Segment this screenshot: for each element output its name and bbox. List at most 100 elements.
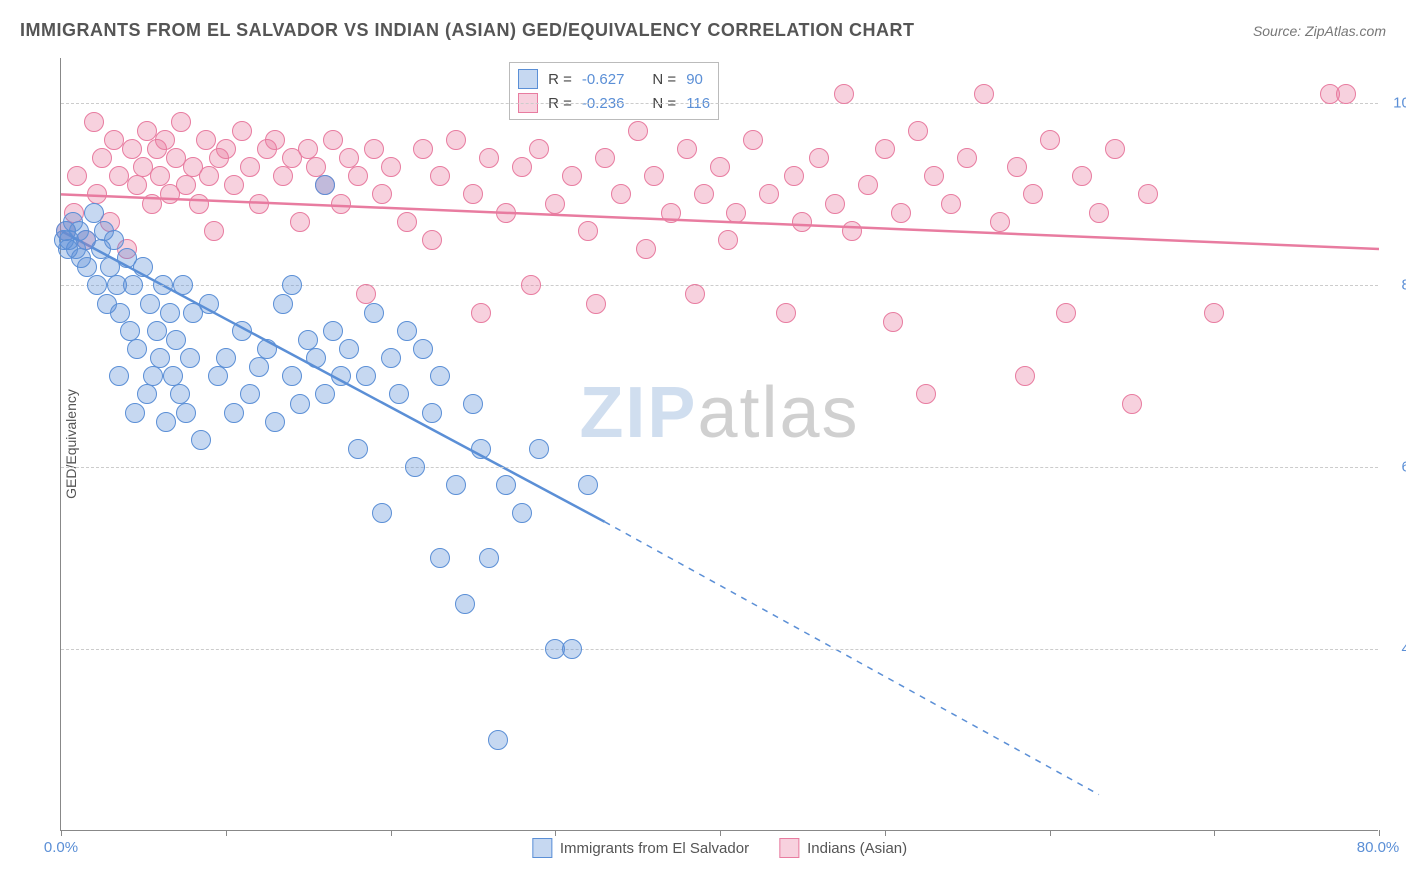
y-axis-label: GED/Equivalency (63, 389, 79, 499)
data-point-b (306, 157, 326, 177)
legend-item-series-a: Immigrants from El Salvador (532, 838, 749, 858)
x-tick (1214, 830, 1215, 836)
data-point-b (381, 157, 401, 177)
data-point-a (446, 475, 466, 495)
data-point-b (825, 194, 845, 214)
data-point-b (521, 275, 541, 295)
data-point-a (232, 321, 252, 341)
data-point-a (170, 384, 190, 404)
data-point-a (496, 475, 516, 495)
watermark-part2: atlas (697, 373, 859, 453)
data-point-b (87, 184, 107, 204)
data-point-b (578, 221, 598, 241)
data-point-b (628, 121, 648, 141)
data-point-b (924, 166, 944, 186)
data-point-a (488, 730, 508, 750)
data-point-b (413, 139, 433, 159)
legend-label-series-b: Indians (Asian) (807, 840, 907, 857)
data-point-b (348, 166, 368, 186)
swatch-series-a-bottom (532, 838, 552, 858)
data-point-a (156, 412, 176, 432)
x-tick (885, 830, 886, 836)
data-point-b (726, 203, 746, 223)
data-point-a (422, 403, 442, 423)
data-point-b (84, 112, 104, 132)
data-point-b (776, 303, 796, 323)
data-point-b (331, 194, 351, 214)
swatch-series-a (518, 69, 538, 89)
data-point-a (176, 403, 196, 423)
source-attribution: Source: ZipAtlas.com (1253, 23, 1386, 39)
correlation-legend: R = -0.627 N = 90 R = -0.236 N = 116 (509, 62, 719, 120)
y-tick-label: 40.0% (1401, 641, 1406, 658)
data-point-b (545, 194, 565, 214)
data-point-b (974, 84, 994, 104)
data-point-a (381, 348, 401, 368)
data-point-b (104, 130, 124, 150)
data-point-b (842, 221, 862, 241)
x-tick-label-max: 80.0% (1357, 839, 1400, 856)
data-point-a (529, 439, 549, 459)
source-prefix: Source: (1253, 23, 1305, 39)
data-point-a (140, 294, 160, 314)
data-point-a (153, 275, 173, 295)
data-point-b (990, 212, 1010, 232)
data-point-b (92, 148, 112, 168)
data-point-a (224, 403, 244, 423)
data-point-a (479, 548, 499, 568)
data-point-a (282, 275, 302, 295)
data-point-a (405, 457, 425, 477)
data-point-b (875, 139, 895, 159)
data-point-a (147, 321, 167, 341)
data-point-b (171, 112, 191, 132)
data-point-a (455, 594, 475, 614)
x-tick (226, 830, 227, 836)
data-point-a (471, 439, 491, 459)
data-point-a (356, 366, 376, 386)
data-point-b (496, 203, 516, 223)
data-point-a (372, 503, 392, 523)
data-point-b (792, 212, 812, 232)
data-point-b (356, 284, 376, 304)
source-name: ZipAtlas.com (1305, 23, 1386, 39)
n-value-a: 90 (686, 71, 703, 88)
data-point-b (1023, 184, 1043, 204)
data-point-a (265, 412, 285, 432)
data-point-b (479, 148, 499, 168)
data-point-b (224, 175, 244, 195)
data-point-a (413, 339, 433, 359)
data-point-b (67, 166, 87, 186)
data-point-a (273, 294, 293, 314)
data-point-b (471, 303, 491, 323)
data-point-b (216, 139, 236, 159)
data-point-a (430, 366, 450, 386)
data-point-a (282, 366, 302, 386)
data-point-b (155, 130, 175, 150)
data-point-a (290, 394, 310, 414)
data-point-a (348, 439, 368, 459)
gridline-horizontal (61, 467, 1378, 468)
x-tick (61, 830, 62, 836)
data-point-b (1105, 139, 1125, 159)
scatter-plot-area: GED/Equivalency ZIPatlas R = -0.627 N = … (60, 58, 1378, 831)
data-point-a (127, 339, 147, 359)
data-point-a (339, 339, 359, 359)
data-point-b (249, 194, 269, 214)
data-point-a (199, 294, 219, 314)
data-point-b (694, 184, 714, 204)
data-point-b (150, 166, 170, 186)
data-point-b (127, 175, 147, 195)
data-point-a (257, 339, 277, 359)
data-point-a (240, 384, 260, 404)
data-point-b (512, 157, 532, 177)
data-point-a (249, 357, 269, 377)
data-point-a (84, 203, 104, 223)
data-point-b (204, 221, 224, 241)
data-point-a (109, 366, 129, 386)
data-point-b (1072, 166, 1092, 186)
y-tick-label: 100.0% (1393, 95, 1406, 112)
data-point-a (430, 548, 450, 568)
data-point-b (273, 166, 293, 186)
data-point-b (397, 212, 417, 232)
data-point-a (331, 366, 351, 386)
